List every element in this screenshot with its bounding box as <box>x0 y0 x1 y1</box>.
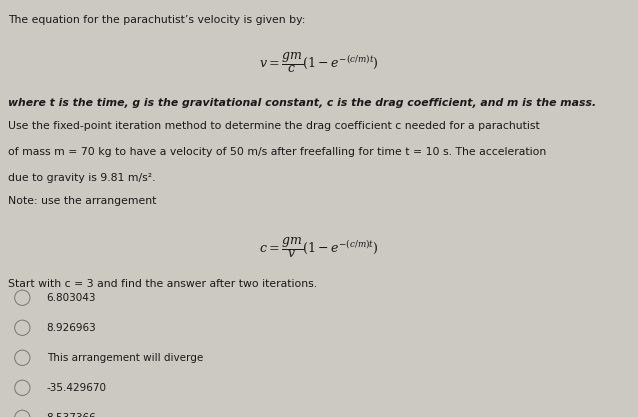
Text: -35.429670: -35.429670 <box>47 383 107 393</box>
Text: 8.537366: 8.537366 <box>47 413 96 417</box>
Text: The equation for the parachutist’s velocity is given by:: The equation for the parachutist’s veloc… <box>8 15 305 25</box>
Text: Use the fixed-point iteration method to determine the drag coefficient c needed : Use the fixed-point iteration method to … <box>8 121 539 131</box>
Text: 6.803043: 6.803043 <box>47 293 96 303</box>
Text: of mass m = 70 kg to have a velocity of 50 m/s after freefalling for time t = 10: of mass m = 70 kg to have a velocity of … <box>8 147 546 157</box>
Text: This arrangement will diverge: This arrangement will diverge <box>47 353 203 363</box>
Text: Start with c = 3 and find the answer after two iterations.: Start with c = 3 and find the answer aft… <box>8 279 317 289</box>
Text: $v = \dfrac{gm}{c}\left(1 - e^{-(c/m)t}\right)$: $v = \dfrac{gm}{c}\left(1 - e^{-(c/m)t}\… <box>259 50 379 75</box>
Text: 8.926963: 8.926963 <box>47 323 96 333</box>
Text: where t is the time, g is the gravitational constant, c is the drag coefficient,: where t is the time, g is the gravitatio… <box>8 98 596 108</box>
Text: $c = \dfrac{gm}{v}\left(1 - e^{-(c/m)t}\right)$: $c = \dfrac{gm}{v}\left(1 - e^{-(c/m)t}\… <box>259 235 379 260</box>
Text: due to gravity is 9.81 m/s².: due to gravity is 9.81 m/s². <box>8 173 155 183</box>
Text: Note: use the arrangement: Note: use the arrangement <box>8 196 156 206</box>
